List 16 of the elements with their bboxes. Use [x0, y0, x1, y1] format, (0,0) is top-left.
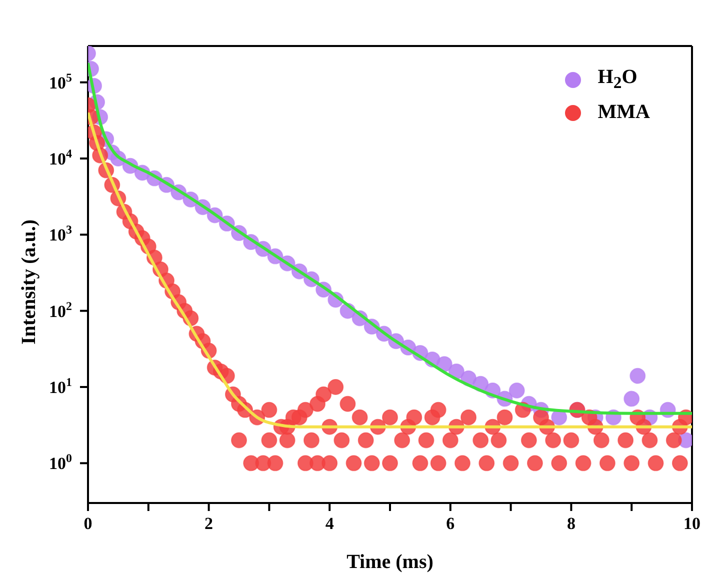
x-tick-label: 8 [566, 514, 576, 533]
y-tick-label: 10$^{5}$ [49, 70, 72, 92]
y-tick-label: 10$^{4}$ [49, 146, 72, 169]
x-axis-title: Time (ms) [346, 551, 434, 573]
x-tick-label: 6 [446, 514, 455, 533]
y-tick-label: 10$^{2}$ [49, 298, 72, 321]
x-tick-label: 2 [204, 514, 214, 533]
legend-label: H$_{2}$O [598, 66, 638, 93]
x-tick-label: 4 [325, 514, 334, 533]
y-axis-title: Intensity (a.u.) [18, 219, 40, 344]
y-tick-label: 10$^{3}$ [49, 222, 72, 245]
x-tick-label: 10 [684, 514, 700, 533]
y-tick-label: 10$^{1}$ [49, 375, 72, 398]
x-tick-label: 0 [84, 514, 92, 533]
legend-label: MMA [598, 101, 650, 124]
y-tick-label: 10$^{0}$ [49, 451, 72, 474]
